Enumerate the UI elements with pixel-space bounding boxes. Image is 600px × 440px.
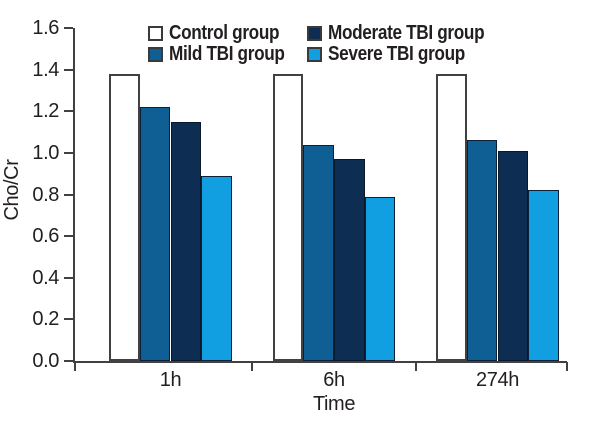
- y-tick-label: 0.4: [32, 266, 59, 289]
- y-tick-label: 0.8: [32, 183, 59, 206]
- y-tick-label: 1.6: [32, 17, 59, 39]
- bar-moderate-tbi-group-6h: [334, 159, 365, 361]
- bar-mild-tbi-group-274h: [466, 140, 498, 361]
- x-tick: [74, 362, 76, 371]
- y-tick-label: 0.0: [32, 350, 59, 372]
- legend-item-severe-tbi-group: Severe TBI group: [307, 43, 510, 65]
- legend-item-moderate-tbi-group: Moderate TBI group: [307, 22, 510, 44]
- y-axis-line: [73, 28, 75, 363]
- legend: Control group Moderate TBI group Mild TB…: [148, 22, 510, 65]
- x-category-label-6h: 6h: [323, 369, 345, 391]
- legend-swatch-moderate-tbi-group: [307, 26, 322, 41]
- x-tick: [251, 362, 253, 371]
- bar-control-group-1h: [109, 73, 140, 361]
- legend-label-severe-tbi-group: Severe TBI group: [328, 43, 465, 65]
- y-tick: [64, 193, 73, 196]
- bar-severe-tbi-group-1h: [201, 175, 232, 361]
- bar-moderate-tbi-group-1h: [170, 121, 202, 361]
- legend-swatch-mild-tbi-group: [148, 47, 163, 62]
- legend-item-mild-tbi-group: Mild TBI group: [148, 43, 307, 65]
- y-tick: [64, 27, 73, 29]
- bar-severe-tbi-group-274h: [528, 190, 559, 361]
- y-tick-label: 1.4: [32, 58, 59, 81]
- x-tick: [415, 362, 417, 371]
- bar-moderate-tbi-group-274h: [497, 150, 529, 361]
- y-tick: [64, 276, 73, 279]
- bar-control-group-274h: [436, 73, 467, 361]
- legend-swatch-control-group: [148, 26, 163, 41]
- legend-label-moderate-tbi-group: Moderate TBI group: [328, 22, 485, 44]
- y-tick: [64, 68, 73, 71]
- bar-control-group-6h: [272, 73, 304, 361]
- x-category-label-274h: 274h: [476, 369, 519, 391]
- y-tick-label: 0.6: [32, 225, 59, 248]
- legend-label-control-group: Control group: [169, 22, 280, 44]
- legend-label-mild-tbi-group: Mild TBI group: [169, 43, 285, 65]
- x-category-label-1h: 1h: [159, 369, 182, 391]
- y-tick: [64, 110, 73, 113]
- y-tick: [64, 318, 73, 321]
- x-axis-title: Time: [312, 393, 356, 415]
- legend-swatch-severe-tbi-group: [307, 47, 322, 62]
- y-tick: [64, 235, 73, 238]
- y-tick-label: 1.2: [32, 100, 59, 123]
- bar-mild-tbi-group-6h: [303, 144, 334, 361]
- y-tick-label: 0.2: [32, 308, 59, 331]
- x-tick: [566, 362, 568, 371]
- y-tick: [64, 151, 73, 154]
- bar-severe-tbi-group-6h: [364, 196, 396, 361]
- x-axis-line: [73, 361, 567, 363]
- legend-item-control-group: Control group: [148, 22, 307, 44]
- y-tick-label: 1.0: [32, 141, 59, 164]
- y-tick: [64, 360, 73, 362]
- bar-mild-tbi-group-1h: [139, 107, 171, 361]
